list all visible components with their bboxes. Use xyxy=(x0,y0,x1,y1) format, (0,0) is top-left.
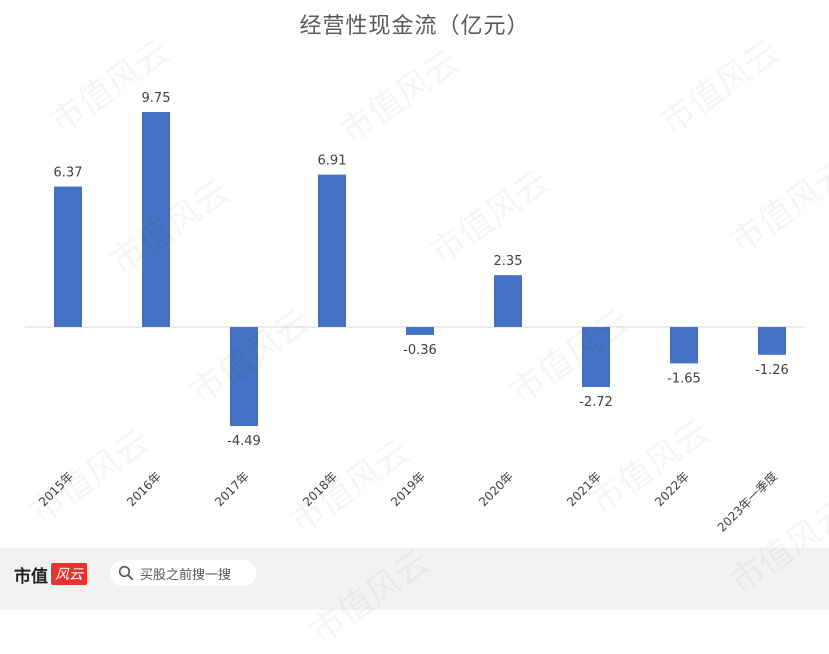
chart-area: 经营性现金流（亿元） 6.37 2015年 9.75 2016年 -4.49 2017年 6… xyxy=(25,14,805,535)
data-label-7: -1.65 xyxy=(667,371,701,386)
bar-6 xyxy=(582,327,610,387)
bar-4 xyxy=(406,327,434,335)
bar-chart: 6.37 2015年 9.75 2016年 -4.49 2017年 6.91 2018年 -0.… xyxy=(25,91,805,535)
x-tick-label-7: 2022年 xyxy=(652,469,692,509)
brand-badge: 风云 xyxy=(51,563,87,585)
search-icon xyxy=(118,565,134,581)
bar-1 xyxy=(142,112,170,327)
data-label-6: -2.72 xyxy=(579,395,613,410)
search-placeholder: 买股之前搜一搜 xyxy=(140,567,232,583)
x-tick-label-2: 2017年 xyxy=(212,469,252,509)
brand-text: 市值 xyxy=(14,566,48,587)
x-tick-label-1: 2016年 xyxy=(124,469,164,509)
data-label-5: 2.35 xyxy=(494,254,523,269)
x-tick-label-0: 2015年 xyxy=(36,469,76,509)
search-input[interactable]: 买股之前搜一搜 xyxy=(110,560,256,586)
data-label-2: -4.49 xyxy=(227,434,261,449)
x-tick-label-3: 2018年 xyxy=(300,469,340,509)
x-tick-label-8: 2023年一季度 xyxy=(714,469,780,535)
bar-2 xyxy=(230,327,258,427)
bar-8 xyxy=(758,327,786,355)
bar-5 xyxy=(494,275,522,327)
bar-0 xyxy=(54,186,82,327)
brand-logo[interactable]: 市值 风云 xyxy=(14,562,87,587)
x-tick-label-5: 2020年 xyxy=(476,469,516,509)
bottom-bar: 市值 风云 买股之前搜一搜 xyxy=(0,548,829,610)
x-tick-label-4: 2019年 xyxy=(388,469,428,509)
data-label-0: 6.37 xyxy=(54,166,83,181)
data-label-3: 6.91 xyxy=(318,154,347,169)
data-label-8: -1.26 xyxy=(755,363,789,378)
data-label-1: 9.75 xyxy=(142,91,171,106)
data-label-4: -0.36 xyxy=(403,343,437,358)
bar-7 xyxy=(670,327,698,364)
bar-3 xyxy=(318,174,346,327)
x-tick-label-6: 2021年 xyxy=(564,469,604,509)
chart-title: 经营性现金流（亿元） xyxy=(299,14,530,39)
